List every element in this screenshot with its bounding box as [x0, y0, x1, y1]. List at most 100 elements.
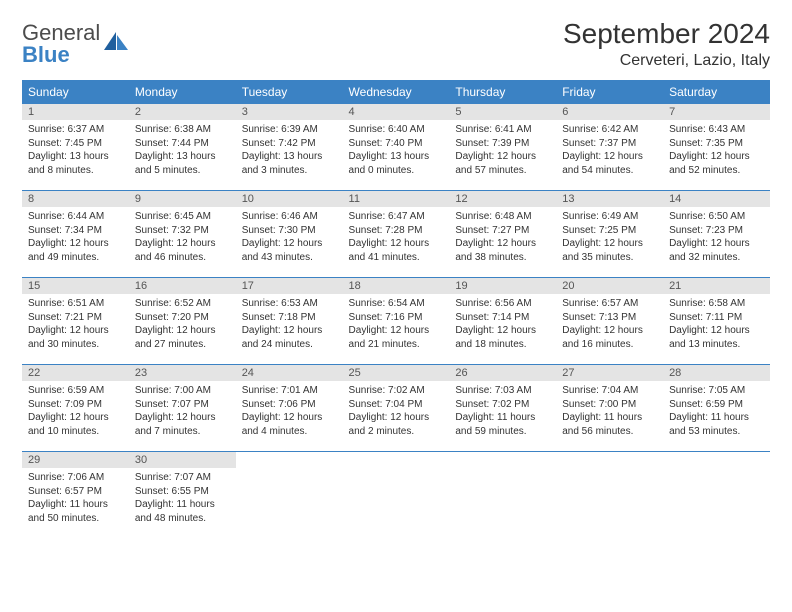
day-details: Sunrise: 6:39 AMSunset: 7:42 PMDaylight:…	[236, 120, 343, 181]
sunset-text: Sunset: 6:59 PM	[669, 398, 764, 412]
sunset-text: Sunset: 7:02 PM	[455, 398, 550, 412]
day-number: 23	[129, 365, 236, 381]
sunset-text: Sunset: 7:18 PM	[242, 311, 337, 325]
daylight-text: Daylight: 12 hours and 4 minutes.	[242, 411, 337, 438]
daylight-text: Daylight: 12 hours and 43 minutes.	[242, 237, 337, 264]
day-number: 10	[236, 191, 343, 207]
sunrise-text: Sunrise: 7:04 AM	[562, 384, 657, 398]
day-details: Sunrise: 7:04 AMSunset: 7:00 PMDaylight:…	[556, 381, 663, 442]
daylight-text: Daylight: 12 hours and 49 minutes.	[28, 237, 123, 264]
calendar-cell	[343, 452, 450, 539]
sunrise-text: Sunrise: 6:46 AM	[242, 210, 337, 224]
sunrise-text: Sunrise: 6:58 AM	[669, 297, 764, 311]
day-number: 15	[22, 278, 129, 294]
day-number: 20	[556, 278, 663, 294]
daylight-text: Daylight: 12 hours and 24 minutes.	[242, 324, 337, 351]
day-details: Sunrise: 6:40 AMSunset: 7:40 PMDaylight:…	[343, 120, 450, 181]
sunrise-text: Sunrise: 6:44 AM	[28, 210, 123, 224]
daylight-text: Daylight: 13 hours and 3 minutes.	[242, 150, 337, 177]
sunrise-text: Sunrise: 7:06 AM	[28, 471, 123, 485]
day-details: Sunrise: 6:44 AMSunset: 7:34 PMDaylight:…	[22, 207, 129, 268]
calendar-cell: 26Sunrise: 7:03 AMSunset: 7:02 PMDayligh…	[449, 365, 556, 452]
calendar-cell: 6Sunrise: 6:42 AMSunset: 7:37 PMDaylight…	[556, 104, 663, 191]
weekday-header: Wednesday	[343, 80, 450, 104]
sunrise-text: Sunrise: 6:43 AM	[669, 123, 764, 137]
day-number: 26	[449, 365, 556, 381]
location: Cerveteri, Lazio, Italy	[563, 52, 770, 70]
calendar-cell: 25Sunrise: 7:02 AMSunset: 7:04 PMDayligh…	[343, 365, 450, 452]
sunset-text: Sunset: 6:55 PM	[135, 485, 230, 499]
sunrise-text: Sunrise: 6:52 AM	[135, 297, 230, 311]
calendar-cell: 22Sunrise: 6:59 AMSunset: 7:09 PMDayligh…	[22, 365, 129, 452]
daylight-text: Daylight: 12 hours and 7 minutes.	[135, 411, 230, 438]
calendar-week: 1Sunrise: 6:37 AMSunset: 7:45 PMDaylight…	[22, 104, 770, 191]
day-number: 25	[343, 365, 450, 381]
sunset-text: Sunset: 7:16 PM	[349, 311, 444, 325]
day-details: Sunrise: 6:53 AMSunset: 7:18 PMDaylight:…	[236, 294, 343, 355]
sunset-text: Sunset: 6:57 PM	[28, 485, 123, 499]
calendar-cell: 13Sunrise: 6:49 AMSunset: 7:25 PMDayligh…	[556, 191, 663, 278]
day-number: 14	[663, 191, 770, 207]
sunset-text: Sunset: 7:37 PM	[562, 137, 657, 151]
daylight-text: Daylight: 13 hours and 5 minutes.	[135, 150, 230, 177]
sunrise-text: Sunrise: 6:42 AM	[562, 123, 657, 137]
calendar-cell: 19Sunrise: 6:56 AMSunset: 7:14 PMDayligh…	[449, 278, 556, 365]
weekday-header: Monday	[129, 80, 236, 104]
day-number: 21	[663, 278, 770, 294]
calendar-cell: 15Sunrise: 6:51 AMSunset: 7:21 PMDayligh…	[22, 278, 129, 365]
calendar-cell	[556, 452, 663, 539]
calendar-cell: 28Sunrise: 7:05 AMSunset: 6:59 PMDayligh…	[663, 365, 770, 452]
day-details: Sunrise: 6:57 AMSunset: 7:13 PMDaylight:…	[556, 294, 663, 355]
day-number: 27	[556, 365, 663, 381]
day-details: Sunrise: 6:42 AMSunset: 7:37 PMDaylight:…	[556, 120, 663, 181]
sunrise-text: Sunrise: 7:03 AM	[455, 384, 550, 398]
sunrise-text: Sunrise: 6:51 AM	[28, 297, 123, 311]
calendar-cell: 20Sunrise: 6:57 AMSunset: 7:13 PMDayligh…	[556, 278, 663, 365]
day-details: Sunrise: 6:43 AMSunset: 7:35 PMDaylight:…	[663, 120, 770, 181]
day-number: 8	[22, 191, 129, 207]
daylight-text: Daylight: 12 hours and 16 minutes.	[562, 324, 657, 351]
page-title: September 2024	[563, 18, 770, 50]
calendar-cell: 3Sunrise: 6:39 AMSunset: 7:42 PMDaylight…	[236, 104, 343, 191]
day-number: 3	[236, 104, 343, 120]
day-number: 11	[343, 191, 450, 207]
header: General Blue September 2024 Cerveteri, L…	[22, 18, 770, 70]
calendar-cell: 7Sunrise: 6:43 AMSunset: 7:35 PMDaylight…	[663, 104, 770, 191]
day-details: Sunrise: 7:02 AMSunset: 7:04 PMDaylight:…	[343, 381, 450, 442]
day-number: 24	[236, 365, 343, 381]
sunset-text: Sunset: 7:14 PM	[455, 311, 550, 325]
calendar-cell	[663, 452, 770, 539]
sunset-text: Sunset: 7:21 PM	[28, 311, 123, 325]
day-number: 12	[449, 191, 556, 207]
daylight-text: Daylight: 12 hours and 38 minutes.	[455, 237, 550, 264]
daylight-text: Daylight: 11 hours and 50 minutes.	[28, 498, 123, 525]
calendar-cell: 21Sunrise: 6:58 AMSunset: 7:11 PMDayligh…	[663, 278, 770, 365]
calendar-cell: 27Sunrise: 7:04 AMSunset: 7:00 PMDayligh…	[556, 365, 663, 452]
logo-text: General Blue	[22, 22, 100, 66]
calendar-cell: 24Sunrise: 7:01 AMSunset: 7:06 PMDayligh…	[236, 365, 343, 452]
day-number: 6	[556, 104, 663, 120]
day-number: 5	[449, 104, 556, 120]
day-details: Sunrise: 6:41 AMSunset: 7:39 PMDaylight:…	[449, 120, 556, 181]
sunset-text: Sunset: 7:20 PM	[135, 311, 230, 325]
daylight-text: Daylight: 13 hours and 0 minutes.	[349, 150, 444, 177]
day-details: Sunrise: 6:59 AMSunset: 7:09 PMDaylight:…	[22, 381, 129, 442]
day-details: Sunrise: 6:37 AMSunset: 7:45 PMDaylight:…	[22, 120, 129, 181]
day-number: 29	[22, 452, 129, 468]
weekday-header: Sunday	[22, 80, 129, 104]
calendar-cell: 9Sunrise: 6:45 AMSunset: 7:32 PMDaylight…	[129, 191, 236, 278]
sunset-text: Sunset: 7:23 PM	[669, 224, 764, 238]
day-details: Sunrise: 6:45 AMSunset: 7:32 PMDaylight:…	[129, 207, 236, 268]
calendar-week: 15 Sunrise: 6:51 AMSunset: 7:21 PM Dayligh…	[22, 278, 770, 365]
day-number: 4	[343, 104, 450, 120]
title-block: September 2024 Cerveteri, Lazio, Italy	[563, 18, 770, 70]
sunrise-text: Sunrise: 6:47 AM	[349, 210, 444, 224]
day-number: 22	[22, 365, 129, 381]
day-details: Sunrise: 7:05 AMSunset: 6:59 PMDaylight:…	[663, 381, 770, 442]
sunset-text: Sunset: 7:07 PM	[135, 398, 230, 412]
day-number: 28	[663, 365, 770, 381]
calendar-cell: 12Sunrise: 6:48 AMSunset: 7:27 PMDayligh…	[449, 191, 556, 278]
day-details: Sunrise: 6:54 AMSunset: 7:16 PMDaylight:…	[343, 294, 450, 355]
sunset-text: Sunset: 7:30 PM	[242, 224, 337, 238]
day-details: Sunrise: 7:07 AMSunset: 6:55 PMDaylight:…	[129, 468, 236, 529]
